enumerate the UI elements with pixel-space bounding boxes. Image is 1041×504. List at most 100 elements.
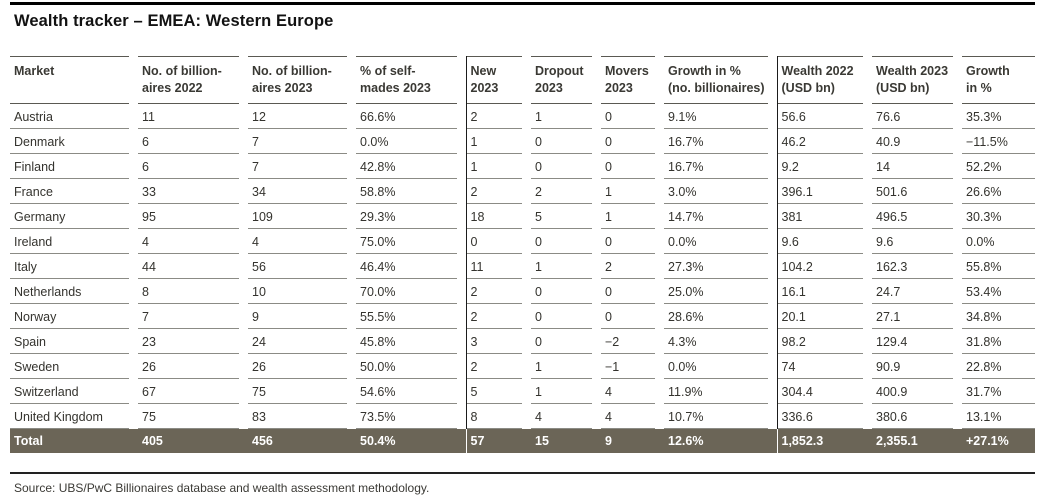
value-cell: 67 — [138, 379, 248, 404]
market-cell: Finland — [10, 154, 138, 179]
value-cell: 456 — [248, 429, 356, 453]
value-cell: 9.6 — [872, 229, 962, 254]
value-cell: 0 — [531, 229, 601, 254]
footer-rule — [10, 472, 1035, 474]
value-cell: 5 — [531, 204, 601, 229]
value-cell: 0 — [601, 154, 664, 179]
value-cell: 83 — [248, 404, 356, 429]
value-cell: 4 — [531, 404, 601, 429]
value-cell: 1,852.3 — [776, 429, 872, 453]
value-cell: 42.8% — [356, 154, 466, 179]
value-cell: 0 — [531, 154, 601, 179]
value-cell: 26 — [138, 354, 248, 379]
value-cell: 380.6 — [872, 404, 962, 429]
value-cell: 1 — [531, 104, 601, 129]
col-header-growth-wealth: Growth in % — [962, 56, 1035, 104]
value-cell: 6 — [138, 154, 248, 179]
value-cell: 0.0% — [664, 229, 777, 254]
value-cell: 10.7% — [664, 404, 777, 429]
market-cell: Italy — [10, 254, 138, 279]
value-cell: 56.6 — [776, 104, 872, 129]
col-header-market: Market — [10, 56, 138, 104]
value-cell: 1 — [601, 179, 664, 204]
value-cell: 0.0% — [664, 354, 777, 379]
value-cell: 15 — [531, 429, 601, 453]
value-cell: +27.1% — [962, 429, 1035, 453]
value-cell: 14.7% — [664, 204, 777, 229]
table-row: Switzerland 67 75 54.6% 5 1 4 11.9% 304.4 400.9 31… — [10, 379, 1035, 404]
value-cell: 46.2 — [776, 129, 872, 154]
value-cell: 76.6 — [872, 104, 962, 129]
value-cell: 27.3% — [664, 254, 777, 279]
value-cell: 24.7 — [872, 279, 962, 304]
value-cell: 9.1% — [664, 104, 777, 129]
table-row: Italy 44 56 46.4% 11 1 2 27.3% 104.2 162.3 55.8% — [10, 254, 1035, 279]
table-row: Sweden 26 26 50.0% 2 1 −1 0.0% 74 90.9 22.8% — [10, 354, 1035, 379]
value-cell: 54.6% — [356, 379, 466, 404]
market-cell: Netherlands — [10, 279, 138, 304]
value-cell: 0.0% — [962, 229, 1035, 254]
value-cell: 0 — [601, 229, 664, 254]
value-cell: 70.0% — [356, 279, 466, 304]
report-page: Wealth tracker – EMEA: Western Europe Ma… — [10, 2, 1035, 495]
table-row: Ireland 4 4 75.0% 0 0 0 0.0% 9.6 9.6 0.0% — [10, 229, 1035, 254]
table-row: Finland 6 7 42.8% 1 0 0 16.7% 9.2 14 52.2% — [10, 154, 1035, 179]
value-cell: 405 — [138, 429, 248, 453]
value-cell: 95 — [138, 204, 248, 229]
value-cell: 162.3 — [872, 254, 962, 279]
value-cell: −11.5% — [962, 129, 1035, 154]
total-row: Total 405 456 50.4% 57 15 9 12.6% 1,852.3 2,355.1… — [10, 429, 1035, 453]
value-cell: 90.9 — [872, 354, 962, 379]
value-cell: 1 — [465, 129, 531, 154]
value-cell: 104.2 — [776, 254, 872, 279]
value-cell: 26.6% — [962, 179, 1035, 204]
value-cell: 24 — [248, 329, 356, 354]
value-cell: 12 — [248, 104, 356, 129]
value-cell: 336.6 — [776, 404, 872, 429]
value-cell: 2 — [601, 254, 664, 279]
value-cell: 57 — [465, 429, 531, 453]
value-cell: 1 — [531, 354, 601, 379]
value-cell: −1 — [601, 354, 664, 379]
value-cell: 46.4% — [356, 254, 466, 279]
value-cell: 0 — [465, 229, 531, 254]
value-cell: 304.4 — [776, 379, 872, 404]
col-header-billionaires-2022: No. of billion- aires 2022 — [138, 56, 248, 104]
wealth-tracker-table: Market No. of billion- aires 2022 No. of… — [10, 56, 1035, 453]
value-cell: 0 — [531, 129, 601, 154]
value-cell: 16.1 — [776, 279, 872, 304]
value-cell: 28.6% — [664, 304, 777, 329]
value-cell: 31.7% — [962, 379, 1035, 404]
value-cell: 2 — [465, 304, 531, 329]
value-cell: 40.9 — [872, 129, 962, 154]
table-row: Spain 23 24 45.8% 3 0 −2 4.3% 98.2 129.4 31.8% — [10, 329, 1035, 354]
value-cell: 14 — [872, 154, 962, 179]
col-header-movers-2023: Movers 2023 — [601, 56, 664, 104]
value-cell: 98.2 — [776, 329, 872, 354]
market-cell: Norway — [10, 304, 138, 329]
table-row: Norway 7 9 55.5% 2 0 0 28.6% 20.1 27.1 34.8% — [10, 304, 1035, 329]
value-cell: 7 — [138, 304, 248, 329]
value-cell: 75 — [138, 404, 248, 429]
value-cell: 35.3% — [962, 104, 1035, 129]
value-cell: 26 — [248, 354, 356, 379]
value-cell: 0 — [531, 329, 601, 354]
value-cell: 1 — [465, 154, 531, 179]
value-cell: 2 — [465, 279, 531, 304]
table-row: Netherlands 8 10 70.0% 2 0 0 25.0% 16.1 24.7 53.4% — [10, 279, 1035, 304]
value-cell: 109 — [248, 204, 356, 229]
table-body: Austria 11 12 66.6% 2 1 0 9.1% 56.6 76.6 35.3% Denm… — [10, 104, 1035, 453]
value-cell: 50.0% — [356, 354, 466, 379]
value-cell: 11.9% — [664, 379, 777, 404]
value-cell: 5 — [465, 379, 531, 404]
value-cell: 9.6 — [776, 229, 872, 254]
value-cell: 6 — [138, 129, 248, 154]
market-cell: Sweden — [10, 354, 138, 379]
col-header-billionaires-2023: No. of billion- aires 2023 — [248, 56, 356, 104]
value-cell: 2 — [465, 179, 531, 204]
value-cell: 23 — [138, 329, 248, 354]
value-cell: 2 — [465, 104, 531, 129]
value-cell: 1 — [601, 204, 664, 229]
value-cell: 4 — [601, 379, 664, 404]
value-cell: 31.8% — [962, 329, 1035, 354]
